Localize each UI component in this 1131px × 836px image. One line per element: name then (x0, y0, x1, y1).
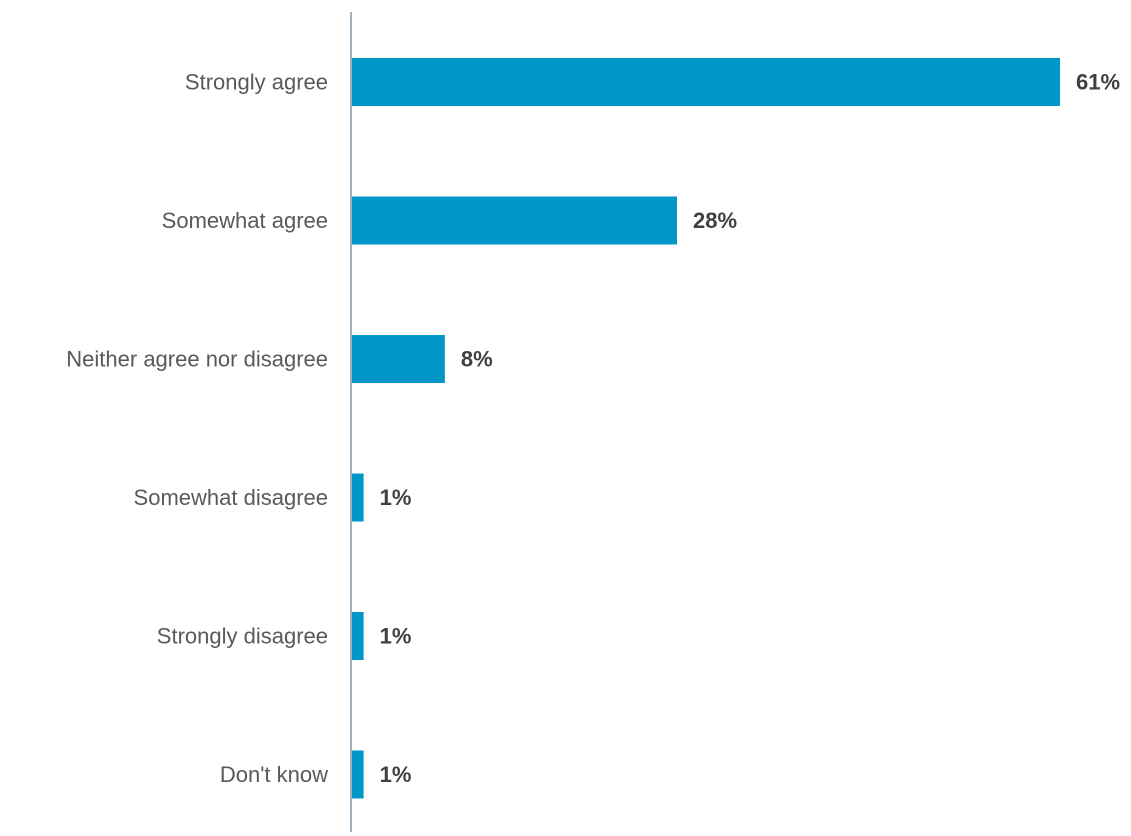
value-label: 1% (380, 762, 412, 787)
category-labels: Strongly agree Somewhat agree Neither agre… (66, 70, 328, 788)
bars-layer (352, 58, 1060, 799)
value-label: 1% (380, 485, 412, 510)
category-label: Don't know (220, 762, 328, 787)
value-label: 8% (461, 347, 493, 372)
value-label: 1% (380, 624, 412, 649)
bar (352, 612, 364, 660)
category-label: Strongly disagree (157, 624, 328, 649)
bar (352, 196, 677, 245)
category-label: Somewhat disagree (134, 485, 328, 510)
bar (352, 473, 364, 522)
bar (352, 58, 1060, 106)
category-label: Strongly agree (185, 70, 328, 95)
value-label: 61% (1076, 70, 1120, 95)
bar (352, 750, 364, 799)
value-labels: 61% 28% 8% 1% 1% 1% (380, 70, 1120, 788)
value-label: 28% (693, 208, 737, 233)
category-label: Somewhat agree (162, 208, 328, 233)
category-label: Neither agree nor disagree (66, 347, 328, 372)
bar (352, 335, 445, 383)
